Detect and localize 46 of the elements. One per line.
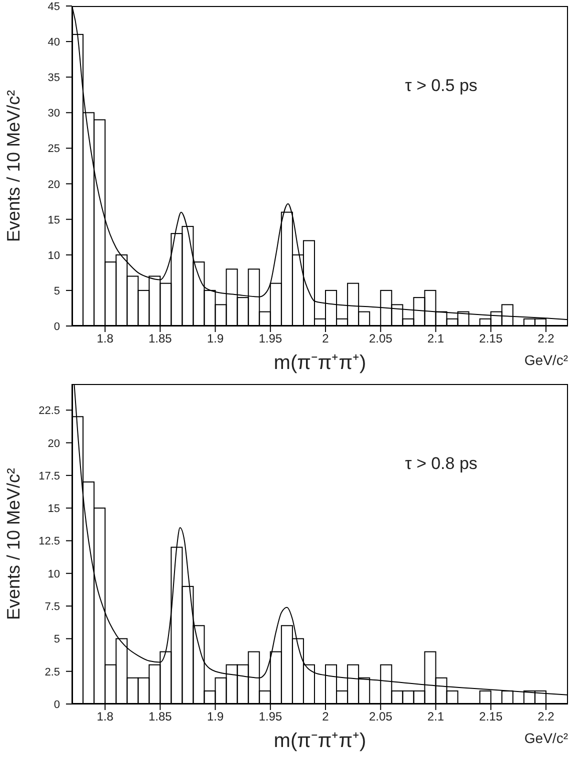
y-tick-label: 20 [48,438,60,450]
x-tick-label: 2.2 [538,332,555,346]
y-tick-label: 25 [48,143,60,156]
x-tick-label: 1.85 [148,332,172,346]
y-tick-label: 22.5 [38,405,60,418]
y-tick-label: 12.5 [38,536,60,548]
y-tick-label: 0 [54,699,60,711]
x-axis-title: m(π⁻π⁺π⁺) [274,730,366,752]
y-tick-label: 2.5 [44,666,60,678]
x-tick-label: 2.15 [479,710,503,724]
x-tick-label: 1.95 [258,332,282,346]
text: GeV/c² [524,730,568,746]
y-tick-label: 35 [48,72,60,84]
x-tick-label: 2.05 [368,710,393,724]
y-tick-label: 17.5 [38,470,60,482]
x-tick-label: 1.95 [258,710,282,724]
x-tick-label: 1.8 [96,332,114,346]
y-tick-label: 10 [48,250,60,262]
y-tick-label: 45 [48,1,60,13]
x-tick-label: 2.1 [427,332,444,346]
y-tick-label: 30 [48,108,60,120]
x-tick-label: 2 [322,332,330,346]
y-tick-label: 20 [48,178,60,191]
x-tick-label: 1.8 [96,710,114,724]
annotation: τ > 0.8 ps [405,454,478,474]
x-tick-label: 2.05 [368,332,393,346]
y-axis-title: Events / 10 MeV/c² [4,90,24,242]
annotation: τ > 0.5 ps [405,76,478,96]
y-tick-label: 40 [48,36,60,49]
y-tick-label: 10 [48,568,60,580]
text: GeV/c² [524,352,568,368]
x-tick-label: 2 [322,710,330,724]
y-tick-label: 5 [54,634,60,646]
y-tick-label: 0 [54,321,60,333]
x-tick-label: 2.1 [427,710,444,724]
x-tick-label: 2.2 [538,710,555,724]
y-axis-title: Events / 10 MeV/c² [4,468,24,620]
x-tick-label: 1.9 [206,332,224,346]
y-tick-label: 15 [48,503,60,516]
x-tick-label: 2.15 [479,332,503,346]
x-tick-label: 1.85 [148,710,172,724]
x-tick-label: 1.9 [206,710,224,724]
x-axis-title: m(π⁻π⁺π⁺) [274,352,366,374]
y-tick-label: 5 [54,285,60,298]
y-tick-label: 15 [48,214,60,226]
y-tick-label: 7.5 [44,601,60,614]
